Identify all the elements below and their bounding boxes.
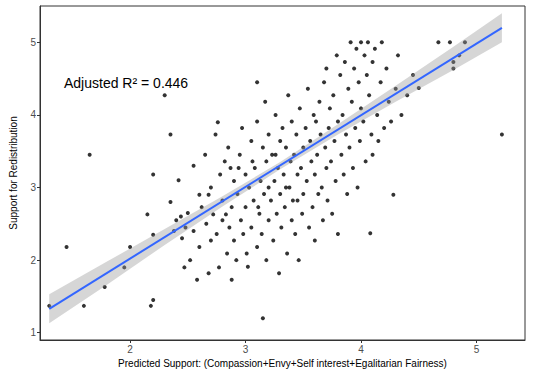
svg-text:5: 5 <box>474 344 480 355</box>
svg-text:2: 2 <box>127 344 133 355</box>
svg-text:1: 1 <box>30 327 36 338</box>
svg-text:2: 2 <box>30 255 36 266</box>
svg-text:3: 3 <box>30 182 36 193</box>
svg-text:5: 5 <box>30 37 36 48</box>
svg-text:Adjusted R² = 0.446: Adjusted R² = 0.446 <box>64 75 188 91</box>
svg-text:4: 4 <box>30 109 36 120</box>
svg-text:4: 4 <box>358 344 364 355</box>
svg-text:Support for Redistribution: Support for Redistribution <box>8 116 19 229</box>
svg-text:3: 3 <box>243 344 249 355</box>
svg-text:Predicted Support: (Compassion: Predicted Support: (Compassion+Envy+Self… <box>118 358 447 369</box>
